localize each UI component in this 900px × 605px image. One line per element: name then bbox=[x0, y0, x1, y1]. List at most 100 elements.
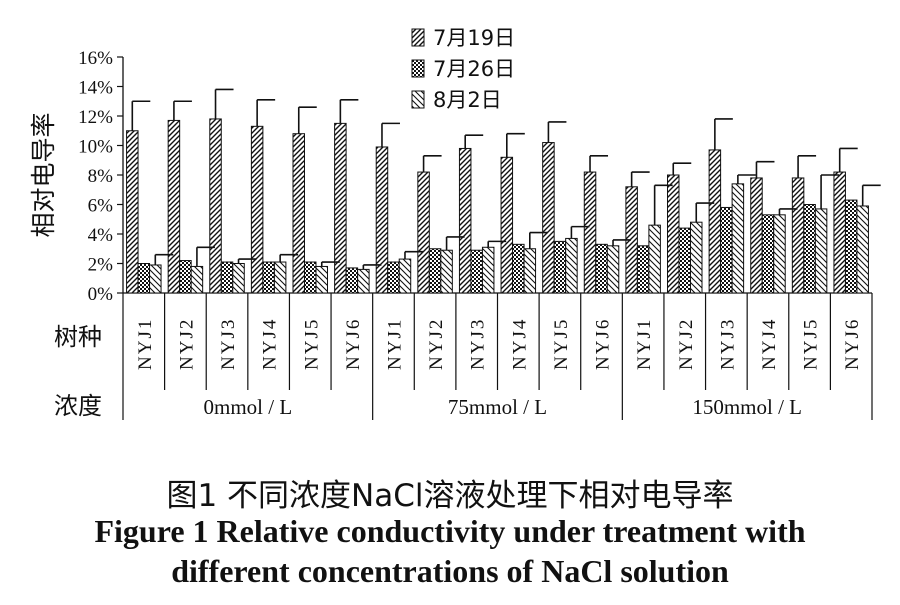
y-tick-label: 2% bbox=[88, 255, 114, 276]
bar bbox=[428, 248, 442, 294]
concentration-row-label: 浓度 bbox=[54, 392, 102, 420]
legend-swatch bbox=[411, 90, 425, 109]
chart: 相对电导率 7月19日 7月26日 8月2日 0% 2% 4% 6% 8% 10% 12% 14%… bbox=[29, 26, 881, 420]
group-label: 0mmol / L bbox=[203, 395, 292, 419]
bar bbox=[542, 142, 555, 294]
category-label: NYJ1 bbox=[384, 318, 405, 370]
category-label: NYJ5 bbox=[551, 318, 572, 370]
bar bbox=[791, 177, 805, 294]
caption-english-line1: Figure 1 Relative conductivity under tre… bbox=[94, 513, 806, 549]
bar bbox=[315, 265, 328, 294]
bar bbox=[149, 264, 162, 294]
category-label: NYJ6 bbox=[842, 318, 863, 370]
y-tick-label: 8% bbox=[88, 166, 114, 187]
group-label: 75mmol / L bbox=[448, 395, 547, 419]
bar bbox=[334, 122, 347, 294]
bar bbox=[595, 243, 608, 294]
category-label: NYJ3 bbox=[468, 318, 489, 370]
bar bbox=[773, 214, 786, 294]
caption-english-line2: different concentrations of NaCl solutio… bbox=[171, 553, 729, 589]
category-label: NYJ6 bbox=[343, 318, 364, 370]
bar bbox=[262, 261, 275, 294]
bar bbox=[126, 130, 139, 294]
bar bbox=[750, 177, 763, 294]
legend-swatch bbox=[411, 28, 425, 47]
group-label: 150mmol / L bbox=[692, 395, 802, 419]
category-table: NYJ1 NYJ2 NYJ3 NYJ4 NYJ5 NYJ6 NYJ1 NYJ2 NYJ3 NYJ4… bbox=[54, 293, 873, 420]
category-label: NYJ4 bbox=[260, 318, 281, 370]
species-row-label: 树种 bbox=[54, 323, 102, 351]
bar bbox=[232, 263, 245, 294]
bar bbox=[304, 261, 317, 294]
bar bbox=[500, 156, 514, 294]
error-bars bbox=[131, 88, 881, 270]
bar bbox=[833, 171, 846, 294]
y-tick-label: 0% bbox=[88, 284, 114, 305]
bar bbox=[179, 260, 192, 294]
category-label: NYJ6 bbox=[593, 318, 614, 370]
bar bbox=[720, 206, 733, 294]
y-axis-title: 相对电导率 bbox=[29, 112, 58, 237]
category-label: NYJ5 bbox=[801, 318, 822, 370]
bar bbox=[708, 149, 722, 294]
bar bbox=[481, 246, 495, 294]
y-axis: 0% 2% 4% 6% 8% 10% 12% 14% 16% bbox=[78, 48, 872, 305]
bar bbox=[292, 133, 305, 294]
bar bbox=[583, 171, 597, 294]
bar bbox=[357, 268, 370, 294]
y-tick-label: 10% bbox=[78, 137, 113, 158]
bars bbox=[126, 118, 869, 294]
bar bbox=[512, 243, 525, 294]
bar bbox=[565, 237, 578, 294]
category-label: NYJ1 bbox=[135, 318, 156, 370]
y-tick-label: 12% bbox=[78, 107, 113, 128]
bar bbox=[667, 174, 680, 294]
category-label: NYJ3 bbox=[717, 318, 738, 370]
bar bbox=[273, 261, 287, 294]
bar bbox=[345, 267, 359, 294]
bar bbox=[856, 205, 869, 294]
bar bbox=[458, 147, 472, 294]
legend-label: 8月2日 bbox=[433, 88, 502, 112]
bar bbox=[731, 183, 745, 294]
bar bbox=[220, 261, 234, 294]
category-label: NYJ1 bbox=[634, 318, 655, 370]
bar bbox=[387, 261, 400, 294]
bar bbox=[137, 263, 151, 294]
category-label: NYJ2 bbox=[676, 318, 697, 370]
category-label: NYJ5 bbox=[301, 318, 322, 370]
category-label: NYJ4 bbox=[759, 318, 780, 370]
legend-label: 7月26日 bbox=[433, 57, 515, 81]
bar bbox=[250, 125, 264, 294]
bar bbox=[606, 245, 620, 294]
bar bbox=[190, 265, 204, 294]
caption-chinese: 图1 不同浓度NaCl溶液处理下相对电导率 bbox=[166, 478, 734, 514]
y-tick-label: 6% bbox=[88, 196, 114, 217]
bar bbox=[648, 224, 661, 294]
bar bbox=[470, 249, 483, 294]
bar bbox=[690, 221, 703, 294]
legend-swatch bbox=[411, 59, 425, 78]
y-tick-label: 4% bbox=[88, 225, 114, 246]
bar bbox=[678, 227, 691, 294]
category-label: NYJ2 bbox=[426, 318, 447, 370]
legend-label: 7月19日 bbox=[433, 26, 515, 50]
bar bbox=[417, 171, 430, 294]
category-label: NYJ3 bbox=[218, 318, 239, 370]
bar bbox=[636, 245, 650, 294]
bar bbox=[398, 258, 412, 294]
y-tick-label: 14% bbox=[78, 78, 113, 99]
bar bbox=[523, 248, 537, 294]
bar bbox=[553, 240, 567, 294]
bar bbox=[803, 204, 816, 294]
bar bbox=[209, 118, 222, 294]
bar bbox=[761, 214, 775, 294]
category-label: NYJ2 bbox=[176, 318, 197, 370]
bar bbox=[167, 119, 181, 294]
bar bbox=[844, 199, 858, 294]
y-tick-label: 16% bbox=[78, 48, 113, 69]
bar bbox=[375, 146, 389, 294]
bar bbox=[440, 249, 453, 294]
category-label: NYJ4 bbox=[509, 318, 530, 370]
legend: 7月19日 7月26日 8月2日 bbox=[411, 26, 515, 112]
